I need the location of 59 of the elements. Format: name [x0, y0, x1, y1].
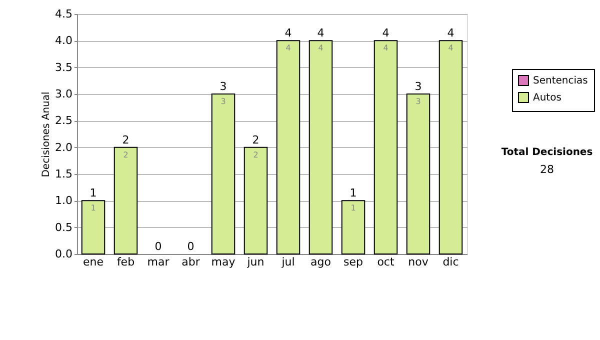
y-tick-label: 0.5	[55, 220, 72, 234]
total-label: 4	[447, 26, 454, 40]
bar	[341, 200, 366, 254]
total-label: 0	[154, 240, 162, 253]
y-tick-label: 1.5	[55, 168, 72, 180]
data-label: 1	[350, 204, 356, 213]
total-label: 1	[90, 186, 97, 200]
x-tick-label: jun	[246, 256, 264, 268]
data-label: 3	[416, 97, 421, 106]
x-tick-label: dic	[442, 256, 459, 268]
bar	[211, 94, 236, 254]
x-tick-label: mar	[147, 256, 170, 268]
y-tick-label: 3.0	[55, 88, 72, 100]
bar	[276, 40, 300, 254]
legend-label: Sentencias	[533, 76, 588, 86]
x-tick-label: nov	[408, 256, 429, 268]
x-tick-label: jul	[280, 256, 295, 268]
bar	[374, 40, 398, 254]
x-tick-label: abr	[182, 256, 200, 268]
data-label: 2	[123, 150, 128, 160]
data-label: 1	[90, 204, 96, 213]
total-label: 1	[350, 186, 357, 200]
total-label: 3	[414, 80, 422, 93]
x-tick-label: ago	[310, 256, 332, 268]
total-label: 2	[122, 133, 130, 146]
data-label: 4	[318, 44, 324, 53]
data-label: 2	[253, 150, 258, 160]
bar	[114, 146, 138, 254]
legend-label: Autos	[533, 92, 562, 104]
y-tick-label: 2.0	[55, 140, 72, 154]
total-label: 0	[187, 240, 194, 253]
x-tick-label: may	[211, 256, 236, 268]
total-label: 4	[284, 26, 292, 40]
y-tick-label: 3.5	[55, 60, 72, 74]
text: Total Decisiones	[501, 147, 593, 158]
y-tick-label: 4.0	[55, 34, 72, 48]
total-label: 4	[317, 26, 324, 40]
text: 28	[540, 163, 554, 176]
y-axis-title: Decisiones Anual	[41, 92, 52, 178]
bar	[308, 40, 333, 254]
data-label: 4	[383, 44, 388, 53]
total-label: 4	[382, 26, 390, 40]
y-tick-label: 0.0	[55, 248, 72, 260]
bar	[438, 40, 463, 254]
x-tick-label: oct	[377, 256, 395, 268]
total-label: 3	[220, 80, 227, 93]
data-label: 4	[448, 44, 454, 53]
x-tick-label: feb	[116, 256, 135, 268]
y-tick-label: 1.0	[55, 194, 72, 208]
bar	[81, 200, 106, 254]
data-label: 3	[220, 97, 226, 106]
total-label: 2	[252, 133, 260, 146]
y-tick-label: 2.5	[55, 114, 72, 128]
bar	[406, 94, 430, 254]
x-tick-label: ene	[82, 256, 104, 268]
data-label: 4	[286, 44, 291, 53]
x-tick-label: sep	[344, 256, 364, 268]
bar	[244, 146, 268, 254]
y-tick-label: 4.5	[55, 8, 72, 20]
